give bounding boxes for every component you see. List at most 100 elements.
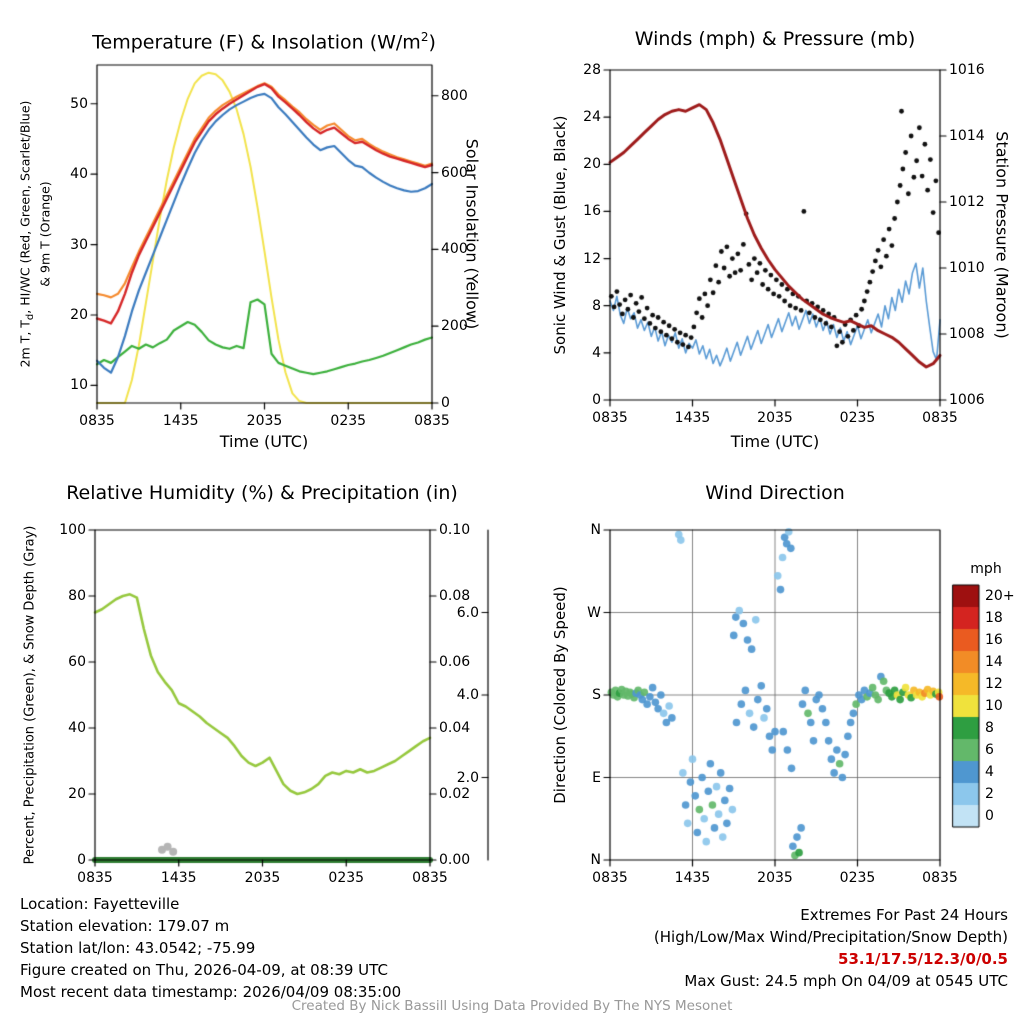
y-tick-label: 0.08 — [439, 588, 471, 604]
y-tick-label: 0 — [592, 392, 601, 408]
x-tick-label: 0835 — [922, 410, 958, 426]
x-tick-label: 0835 — [412, 870, 448, 886]
y-tick-label: 1006 — [949, 392, 985, 408]
y-tick-label: 1016 — [949, 62, 985, 78]
colorbar-tick-label: 0 — [985, 808, 994, 824]
chart-title-temperature: Temperature (F) & Insolation (W/m2) — [92, 30, 436, 53]
x-tick-label: 0835 — [592, 870, 628, 886]
colorbar-tick-label: 8 — [985, 720, 994, 736]
y-tick-label: N — [590, 852, 601, 868]
x-tick-label: 0835 — [79, 413, 115, 429]
y-tick-label: 16 — [583, 203, 601, 220]
colorbar-tick-label: 10 — [985, 698, 1003, 714]
x-tick-label: 0835 — [77, 870, 113, 886]
station-location: Location: Fayetteville — [20, 895, 180, 913]
x-tick-label: 0835 — [922, 870, 958, 886]
y-axis-label-temp-left: 2m T, Td, HI/WC (Red, Green, Scarlet/Blu… — [18, 101, 55, 368]
y-tick-label: 0.04 — [439, 720, 471, 736]
x-tick-label: 2035 — [244, 870, 281, 886]
data-timestamp: Most recent data timestamp: 2026/04/09 0… — [20, 983, 402, 1001]
y-tick-label: 20 — [70, 306, 88, 323]
y-axis-label-humidity: Percent, Precipitation (Green), & Snow D… — [22, 525, 38, 865]
y-tick-label: 20 — [68, 786, 86, 802]
y-tick-label: 60 — [68, 654, 86, 670]
y-tick-label: 0.02 — [439, 786, 471, 802]
colorbar-tick-label: 2 — [985, 786, 994, 802]
x-tick-label: 0835 — [592, 410, 628, 426]
y-tick-label: 80 — [68, 588, 86, 604]
x-axis-label-wind: Time (UTC) — [730, 432, 820, 451]
snow-axis-tick-label: 4.0 — [456, 687, 479, 703]
y-tick-label: N — [590, 522, 601, 538]
y-tick-label: 1014 — [949, 128, 985, 144]
figure-created: Figure created on Thu, 2026-04-09, at 08… — [20, 961, 388, 979]
x-tick-label: 1435 — [160, 870, 197, 886]
station-latlon: Station lat/lon: 43.0542; -75.99 — [20, 939, 256, 957]
y-tick-label: 40 — [68, 720, 86, 736]
y-tick-label: 1010 — [949, 260, 985, 276]
y-tick-label: 28 — [583, 62, 601, 78]
y-tick-label: 0.00 — [439, 852, 471, 868]
colorbar-tick-label: 6 — [985, 742, 994, 758]
max-gust: Max Gust: 24.5 mph On 04/09 at 0545 UTC — [684, 972, 1008, 990]
y-tick-label: 1008 — [949, 326, 985, 342]
x-tick-label: 0835 — [414, 413, 450, 429]
y-tick-label: 0.10 — [439, 522, 471, 538]
colorbar-tick-label: 14 — [985, 654, 1003, 670]
y-axis-label-line2: & 9m T (Orange) — [37, 181, 53, 287]
y-tick-label: 0 — [77, 852, 86, 868]
title-superscript: 2 — [420, 30, 429, 44]
y-tick-label: 24 — [583, 109, 601, 126]
extremes-subtitle: (High/Low/Max Wind/Precipitation/Snow De… — [653, 928, 1008, 946]
y-tick-label: 8 — [592, 297, 601, 314]
credit-line: Created By Nick Bassill Using Data Provi… — [291, 998, 733, 1014]
x-axis-label-temp: Time (UTC) — [219, 432, 309, 451]
extremes-values: 53.1/17.5/12.3/0/0.5 — [838, 950, 1008, 968]
extremes-info: Extremes For Past 24 Hours (High/Low/Max… — [654, 904, 1008, 992]
x-tick-label: 2035 — [757, 870, 793, 886]
chart-title-winds: Winds (mph) & Pressure (mb) — [634, 28, 916, 50]
colorbar-tick-label: 18 — [985, 610, 1003, 626]
colorbar-tick-label: 12 — [985, 676, 1003, 692]
x-tick-label: 1435 — [674, 870, 711, 886]
y-tick-label: 400 — [441, 241, 468, 258]
colorbar-tick-label: 4 — [985, 764, 994, 780]
y-tick-label: S — [592, 687, 601, 703]
y-axis-label-solar: Solar Insolation (Yellow) — [462, 138, 482, 330]
extremes-title: Extremes For Past 24 Hours — [800, 906, 1008, 924]
colorbar-tick-label: 16 — [985, 632, 1003, 648]
y-tick-label: 10 — [70, 377, 88, 394]
snow-axis-tick-label: 2.0 — [456, 769, 479, 786]
y-axis-label-sonic-wind: Sonic Wind & Gust (Blue, Black) — [551, 115, 569, 355]
title-text: ) — [428, 31, 436, 54]
y-tick-label: 20 — [583, 156, 601, 173]
y-tick-label: 800 — [441, 87, 468, 104]
y-tick-label: 40 — [70, 166, 88, 183]
y-tick-label: 200 — [441, 318, 468, 335]
x-tick-label: 2035 — [757, 410, 793, 426]
x-tick-label: 0235 — [839, 870, 876, 886]
y-tick-label: 12 — [583, 250, 601, 267]
snow-axis-tick-label: 6.0 — [456, 604, 479, 621]
y-tick-label: 1012 — [949, 194, 985, 210]
chart-title-humidity: Relative Humidity (%) & Precipitation (i… — [66, 482, 458, 504]
y-axis-label-direction: Direction (Colored By Speed) — [551, 586, 569, 804]
y-tick-label: 100 — [59, 522, 86, 538]
y-axis-label-line1: 2m T, Td, HI/WC (Red, Green, Scarlet/Blu… — [17, 100, 37, 368]
y-tick-label: E — [592, 769, 601, 786]
y-axis-label-pressure: Station Pressure (Maroon) — [992, 131, 1012, 339]
title-text: Temperature (F) & Insolation (W/m — [92, 31, 421, 54]
y-tick-label: 50 — [70, 95, 88, 112]
y-tick-label: 4 — [592, 344, 601, 361]
x-tick-label: 0235 — [330, 413, 367, 429]
y-tick-label: 600 — [441, 164, 468, 181]
chart-title-wind-direction: Wind Direction — [705, 482, 845, 504]
x-tick-label: 1435 — [162, 413, 199, 429]
colorbar-title: mph — [970, 561, 1002, 577]
x-tick-label: 2035 — [246, 413, 283, 429]
station-info: Location: Fayetteville Station elevation… — [20, 893, 401, 1003]
y-tick-label: 30 — [70, 236, 88, 253]
y-tick-label: 0 — [441, 395, 450, 411]
y-tick-label: W — [587, 604, 601, 621]
